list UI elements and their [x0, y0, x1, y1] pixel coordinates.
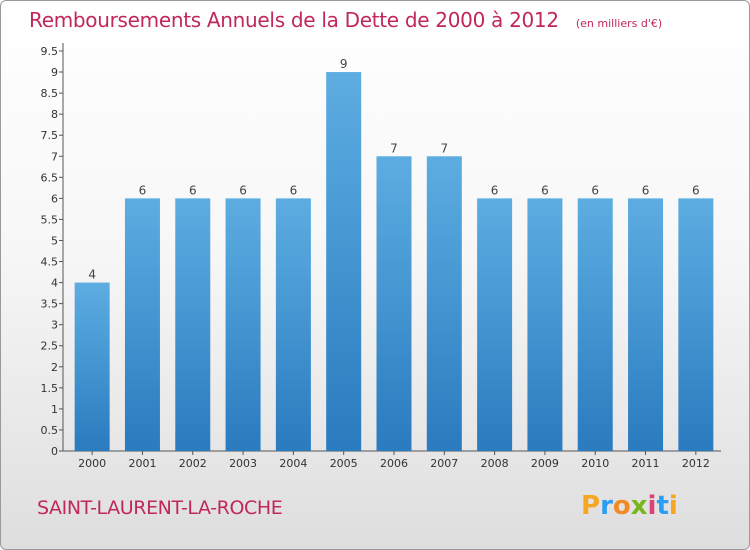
bar-2005: [326, 72, 362, 451]
bar-value-label: 7: [390, 141, 398, 155]
bar-2006: [376, 156, 412, 451]
place-name: SAINT-LAURENT-LA-ROCHE: [37, 497, 283, 519]
y-tick-label: 1: [51, 403, 58, 416]
chart-title: Remboursements Annuels de la Dette de 20…: [29, 8, 559, 32]
x-tick-label: 2001: [128, 457, 156, 470]
bar-value-label: 6: [239, 183, 247, 197]
logo-letter: i: [668, 491, 678, 521]
bar-2011: [628, 198, 664, 451]
bar-value-label: 6: [692, 183, 700, 197]
x-tick-label: 2012: [682, 457, 710, 470]
x-tick-label: 2007: [430, 457, 458, 470]
proxiti-logo: Proxiti: [581, 491, 678, 521]
y-tick-label: 5: [51, 234, 58, 247]
x-tick-label: 2000: [78, 457, 106, 470]
y-tick-label: 3.5: [41, 298, 59, 311]
x-tick-label: 2002: [179, 457, 207, 470]
x-tick-label: 2003: [229, 457, 257, 470]
y-tick-label: 9.5: [41, 45, 59, 58]
y-tick-label: 9: [51, 66, 58, 79]
y-tick-label: 8: [51, 108, 58, 121]
y-tick-label: 8.5: [41, 87, 59, 100]
bar-2002: [175, 198, 211, 451]
y-tick-label: 3: [51, 319, 58, 332]
bar-value-label: 6: [290, 183, 298, 197]
bar-2010: [577, 198, 613, 451]
bar-2009: [527, 198, 563, 451]
bar-2004: [275, 198, 311, 451]
bar-value-label: 9: [340, 57, 348, 71]
x-tick-label: 2011: [632, 457, 660, 470]
bar-value-label: 6: [189, 183, 197, 197]
x-tick-label: 2010: [581, 457, 609, 470]
bar-2007: [426, 156, 462, 451]
logo-letter: i: [647, 491, 657, 521]
bar-value-label: 6: [591, 183, 599, 197]
x-tick-label: 2009: [531, 457, 559, 470]
bar-2012: [678, 198, 714, 451]
x-tick-label: 2004: [279, 457, 307, 470]
title-row: Remboursements Annuels de la Dette de 20…: [29, 8, 662, 32]
y-tick-label: 6.5: [41, 171, 59, 184]
bar-2000: [74, 282, 110, 451]
y-tick-label: 0: [51, 445, 58, 458]
y-tick-label: 5.5: [41, 213, 59, 226]
bar-2008: [477, 198, 513, 451]
bar-2001: [124, 198, 160, 451]
y-tick-label: 2: [51, 361, 58, 374]
bar-value-label: 6: [541, 183, 549, 197]
y-tick-label: 7.5: [41, 129, 59, 142]
logo-letter: o: [612, 491, 631, 521]
y-tick-label: 2.5: [41, 340, 59, 353]
y-tick-label: 7: [51, 150, 58, 163]
logo-letter: t: [656, 491, 669, 521]
bar-value-label: 7: [440, 141, 448, 155]
bar-value-label: 6: [491, 183, 499, 197]
x-tick-label: 2006: [380, 457, 408, 470]
y-tick-label: 4.5: [41, 256, 59, 269]
logo-letter: P: [581, 491, 601, 521]
bar-2003: [225, 198, 261, 451]
y-tick-label: 6: [51, 192, 58, 205]
bar-value-label: 4: [88, 268, 96, 282]
logo-letter: x: [630, 491, 648, 521]
x-tick-label: 2008: [481, 457, 509, 470]
y-tick-label: 4: [51, 277, 58, 290]
y-tick-label: 0.5: [41, 424, 59, 437]
y-tick-label: 1.5: [41, 382, 59, 395]
logo-letter: r: [600, 491, 613, 521]
bar-value-label: 6: [139, 183, 147, 197]
bar-value-label: 6: [642, 183, 650, 197]
chart-unit: (en milliers d'€): [575, 17, 663, 30]
x-tick-label: 2005: [330, 457, 358, 470]
